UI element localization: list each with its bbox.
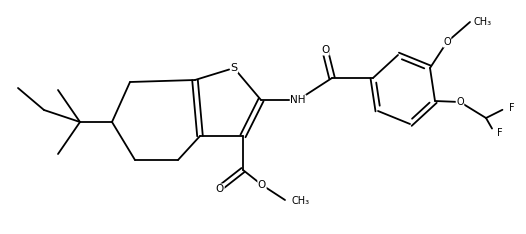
Text: O: O (258, 180, 266, 190)
Text: CH₃: CH₃ (291, 196, 309, 206)
Text: O: O (321, 45, 329, 55)
Text: CH₃: CH₃ (474, 17, 492, 27)
Text: O: O (456, 97, 464, 107)
Text: O: O (216, 184, 224, 194)
Text: NH: NH (290, 95, 306, 105)
Text: O: O (443, 37, 451, 47)
Text: F: F (497, 128, 503, 138)
Text: F: F (509, 103, 514, 113)
Text: S: S (230, 63, 238, 73)
